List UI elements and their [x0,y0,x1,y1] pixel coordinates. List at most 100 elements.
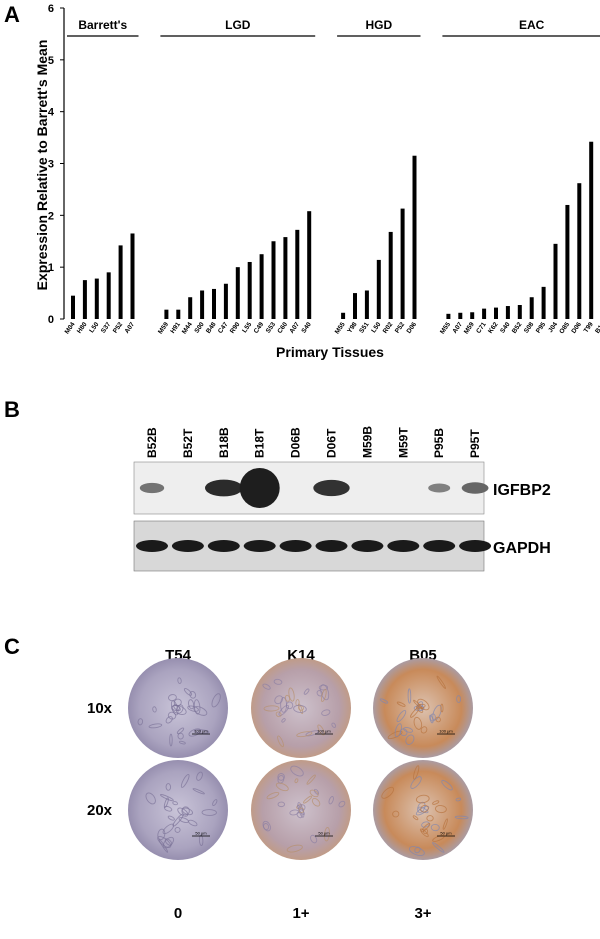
tissue-texture [420,804,429,813]
tissue-texture [296,811,303,819]
tissue-texture [277,735,284,748]
tissue-texture [408,846,425,857]
tissue-texture [432,842,445,853]
bar [470,312,475,319]
tissue-texture [273,678,283,685]
tissue-texture [162,836,175,849]
bar [589,141,594,319]
tissue-texture [320,689,327,703]
tissue-texture [415,805,430,816]
tissue-texture [177,807,189,817]
panel-label-a: A [4,2,20,27]
gapdh-band [279,540,312,552]
group-label: Barrett's [78,18,127,32]
group-label: EAC [519,18,545,32]
tissue-texture [413,716,423,730]
lane-label: B18T [253,428,267,458]
tissue-texture [310,834,318,844]
tissue-texture [430,824,440,832]
bar [271,241,276,319]
score-label: 0 [174,905,182,922]
tissue-texture [318,684,329,691]
gapdh-band [315,540,348,552]
tissue-texture [188,699,195,710]
igfbp2-band [428,483,451,493]
tissue-texture [188,728,202,737]
tissue-texture [396,701,406,707]
tissue-texture [277,801,286,808]
tissue-texture [263,705,280,712]
tissue-texture [303,795,313,804]
tissue-texture [405,734,415,745]
tissue-texture [338,800,346,808]
bar [482,308,487,319]
bar [577,183,582,319]
y-tick-label: 5 [48,55,54,67]
tissue-texture [379,698,389,704]
tissue-texture [275,782,289,792]
igfbp2-band [139,482,165,494]
bar [71,295,75,319]
gapdh-band [243,540,276,552]
tissue-texture [289,809,300,816]
tissue-texture [412,815,419,821]
igfbp2-band [239,468,280,508]
bar [82,280,87,319]
bar [164,309,169,319]
tissue-texture [435,716,441,723]
lane-label: P95B [432,428,446,458]
tissue-texture [317,724,325,736]
group-label: LGD [225,18,251,32]
y-tick-label: 1 [48,262,54,274]
tissue-texture [211,693,221,708]
tissue-texture [212,799,218,806]
tissue-texture [285,701,294,710]
tissue-texture [192,788,205,795]
group-label: HGD [365,18,392,32]
score-label: 3+ [414,905,431,922]
tissue-texture [410,776,422,789]
tissue-texture [417,698,430,711]
bar [376,259,381,319]
bar [106,272,111,319]
protein-label-igfbp2: IGFBP2 [493,482,551,499]
tissue-texture [294,778,299,784]
bar [259,254,264,319]
bar [541,286,546,319]
panel-label-c: C [4,634,20,659]
y-tick-label: 3 [48,159,54,171]
bar [94,278,99,319]
tissue-image [251,658,351,758]
tissue-texture [275,711,282,718]
bar [188,297,193,319]
bar [176,309,181,319]
tissue-texture [179,740,186,745]
tissue-texture [299,804,306,811]
tissue-texture [321,709,331,716]
tissue-texture [288,687,295,702]
tissue-texture [403,727,414,733]
panel-label-b: B [4,397,20,422]
tissue-texture [198,834,204,847]
tissue-texture [174,826,181,833]
tissue-texture [392,810,400,818]
igfbp2-band [313,479,350,497]
tissue-texture [324,826,330,842]
tissue-texture [169,733,173,747]
scale-bar-label: 100 μm [439,729,453,734]
tissue-texture [178,817,189,823]
tissue-texture [410,707,420,718]
tissue-texture [436,675,447,689]
bar [412,155,417,319]
tissue-texture [305,730,319,737]
tissue-texture [181,807,194,816]
tissue-texture [284,694,291,702]
lane-label: B52B [145,427,159,458]
tissue-texture [429,713,436,722]
y-tick-label: 6 [48,3,54,15]
tissue-texture [455,797,462,802]
bar [565,204,570,319]
bar [505,306,510,319]
bar [223,283,228,319]
